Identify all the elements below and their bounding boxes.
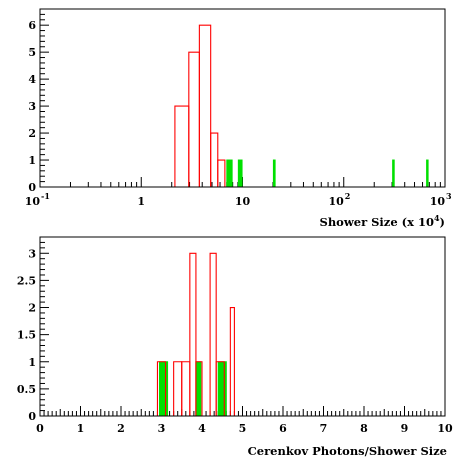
green-histogram-bin bbox=[237, 159, 243, 188]
cerenkov-ratio-tick-labels: 0 0.5 1 1.5 2 2.5 3 0 1 2 3 4 5 6 7 8 9 10 bbox=[17, 247, 453, 435]
y-tick-label: 2 bbox=[28, 127, 36, 140]
x-tick-label: 4 bbox=[198, 422, 206, 435]
red-histogram-bin bbox=[198, 24, 212, 187]
y-tick-label: 1 bbox=[28, 154, 36, 167]
y-tick-label: 2.5 bbox=[17, 274, 36, 287]
x-tick-label: 0 bbox=[36, 422, 44, 435]
shower-size-red-bins bbox=[174, 24, 226, 187]
shower-size-x-axis-title: Shower Size (x 104) bbox=[320, 213, 445, 229]
shower-size-plot-frame bbox=[39, 8, 446, 188]
x-tick-label: 3 bbox=[158, 422, 166, 435]
x-tick-label-exponent: 2 bbox=[345, 191, 351, 201]
y-tick-label: 2 bbox=[28, 302, 36, 315]
red-histogram-bin bbox=[189, 252, 197, 416]
red-histogram-bin bbox=[217, 159, 226, 187]
x-tick-label: 2 bbox=[117, 422, 125, 435]
green-histogram-bin bbox=[226, 159, 233, 188]
cerenkov-ratio-plot-frame bbox=[39, 236, 446, 417]
x-tick-label: 9 bbox=[401, 422, 409, 435]
x-tick-label: 10 bbox=[437, 422, 453, 435]
x-tick-label: 1 bbox=[77, 422, 85, 435]
green-histogram-bin bbox=[272, 159, 276, 188]
x-tick-label: 10 bbox=[430, 195, 446, 208]
red-histogram-bin bbox=[229, 306, 235, 416]
x-tick-label: 10 bbox=[235, 195, 251, 208]
x-tick-label: 8 bbox=[360, 422, 368, 435]
x-tick-label: 10 bbox=[328, 195, 344, 208]
cerenkov-ratio-x-axis-title: Cerenkov Photons/Shower Size bbox=[248, 444, 447, 458]
y-tick-label: 0.5 bbox=[17, 383, 36, 396]
red-histogram-bin bbox=[156, 361, 167, 416]
shower-size-x-axis-title-main: Shower Size (x 10 bbox=[320, 215, 434, 229]
x-tick-label: 5 bbox=[239, 422, 247, 435]
y-tick-label: 1 bbox=[28, 356, 36, 369]
green-histogram-bin bbox=[195, 361, 202, 417]
red-histogram-bin bbox=[210, 132, 219, 187]
y-tick-label: 6 bbox=[28, 19, 36, 32]
red-histogram-bin bbox=[174, 105, 190, 187]
red-histogram-bin bbox=[209, 252, 217, 416]
red-histogram-bin bbox=[173, 361, 183, 416]
y-tick-label: 3 bbox=[28, 247, 36, 260]
cerenkov-ratio-histogram: 0 0.5 1 1.5 2 2.5 3 0 1 2 3 4 5 6 7 8 9 10 Cerenkov Photo… bbox=[17, 236, 453, 458]
cerenkov-ratio-axis-ticks bbox=[39, 236, 446, 417]
x-tick-label: 10 bbox=[25, 195, 41, 208]
cerenkov-ratio-red-bins bbox=[156, 252, 235, 416]
x-tick-label: 1 bbox=[137, 195, 145, 208]
green-histogram-bin bbox=[426, 159, 429, 188]
shower-size-green-bins bbox=[226, 159, 429, 188]
green-histogram-bin bbox=[392, 159, 395, 188]
y-tick-label: 1.5 bbox=[17, 329, 36, 342]
y-tick-label: 0 bbox=[28, 181, 36, 194]
y-tick-label: 4 bbox=[28, 73, 36, 86]
x-tick-label-exponent: 3 bbox=[446, 191, 452, 201]
shower-size-x-axis-title-tail: ) bbox=[440, 215, 445, 229]
x-tick-label-exponent: -1 bbox=[41, 191, 50, 201]
x-tick-label: 7 bbox=[320, 422, 328, 435]
red-histogram-bin bbox=[181, 361, 191, 416]
green-histogram-bin bbox=[217, 361, 227, 417]
shower-size-x-axis-title-exponent: 4 bbox=[434, 213, 440, 223]
red-histogram-bin bbox=[188, 51, 200, 187]
x-tick-label: 6 bbox=[279, 422, 287, 435]
red-histogram-bin bbox=[215, 361, 225, 416]
green-histogram-bin bbox=[158, 361, 169, 417]
y-tick-label: 0 bbox=[28, 410, 36, 423]
y-tick-label: 5 bbox=[28, 46, 36, 59]
red-histogram-bin bbox=[195, 361, 203, 416]
y-tick-label: 3 bbox=[28, 100, 36, 113]
